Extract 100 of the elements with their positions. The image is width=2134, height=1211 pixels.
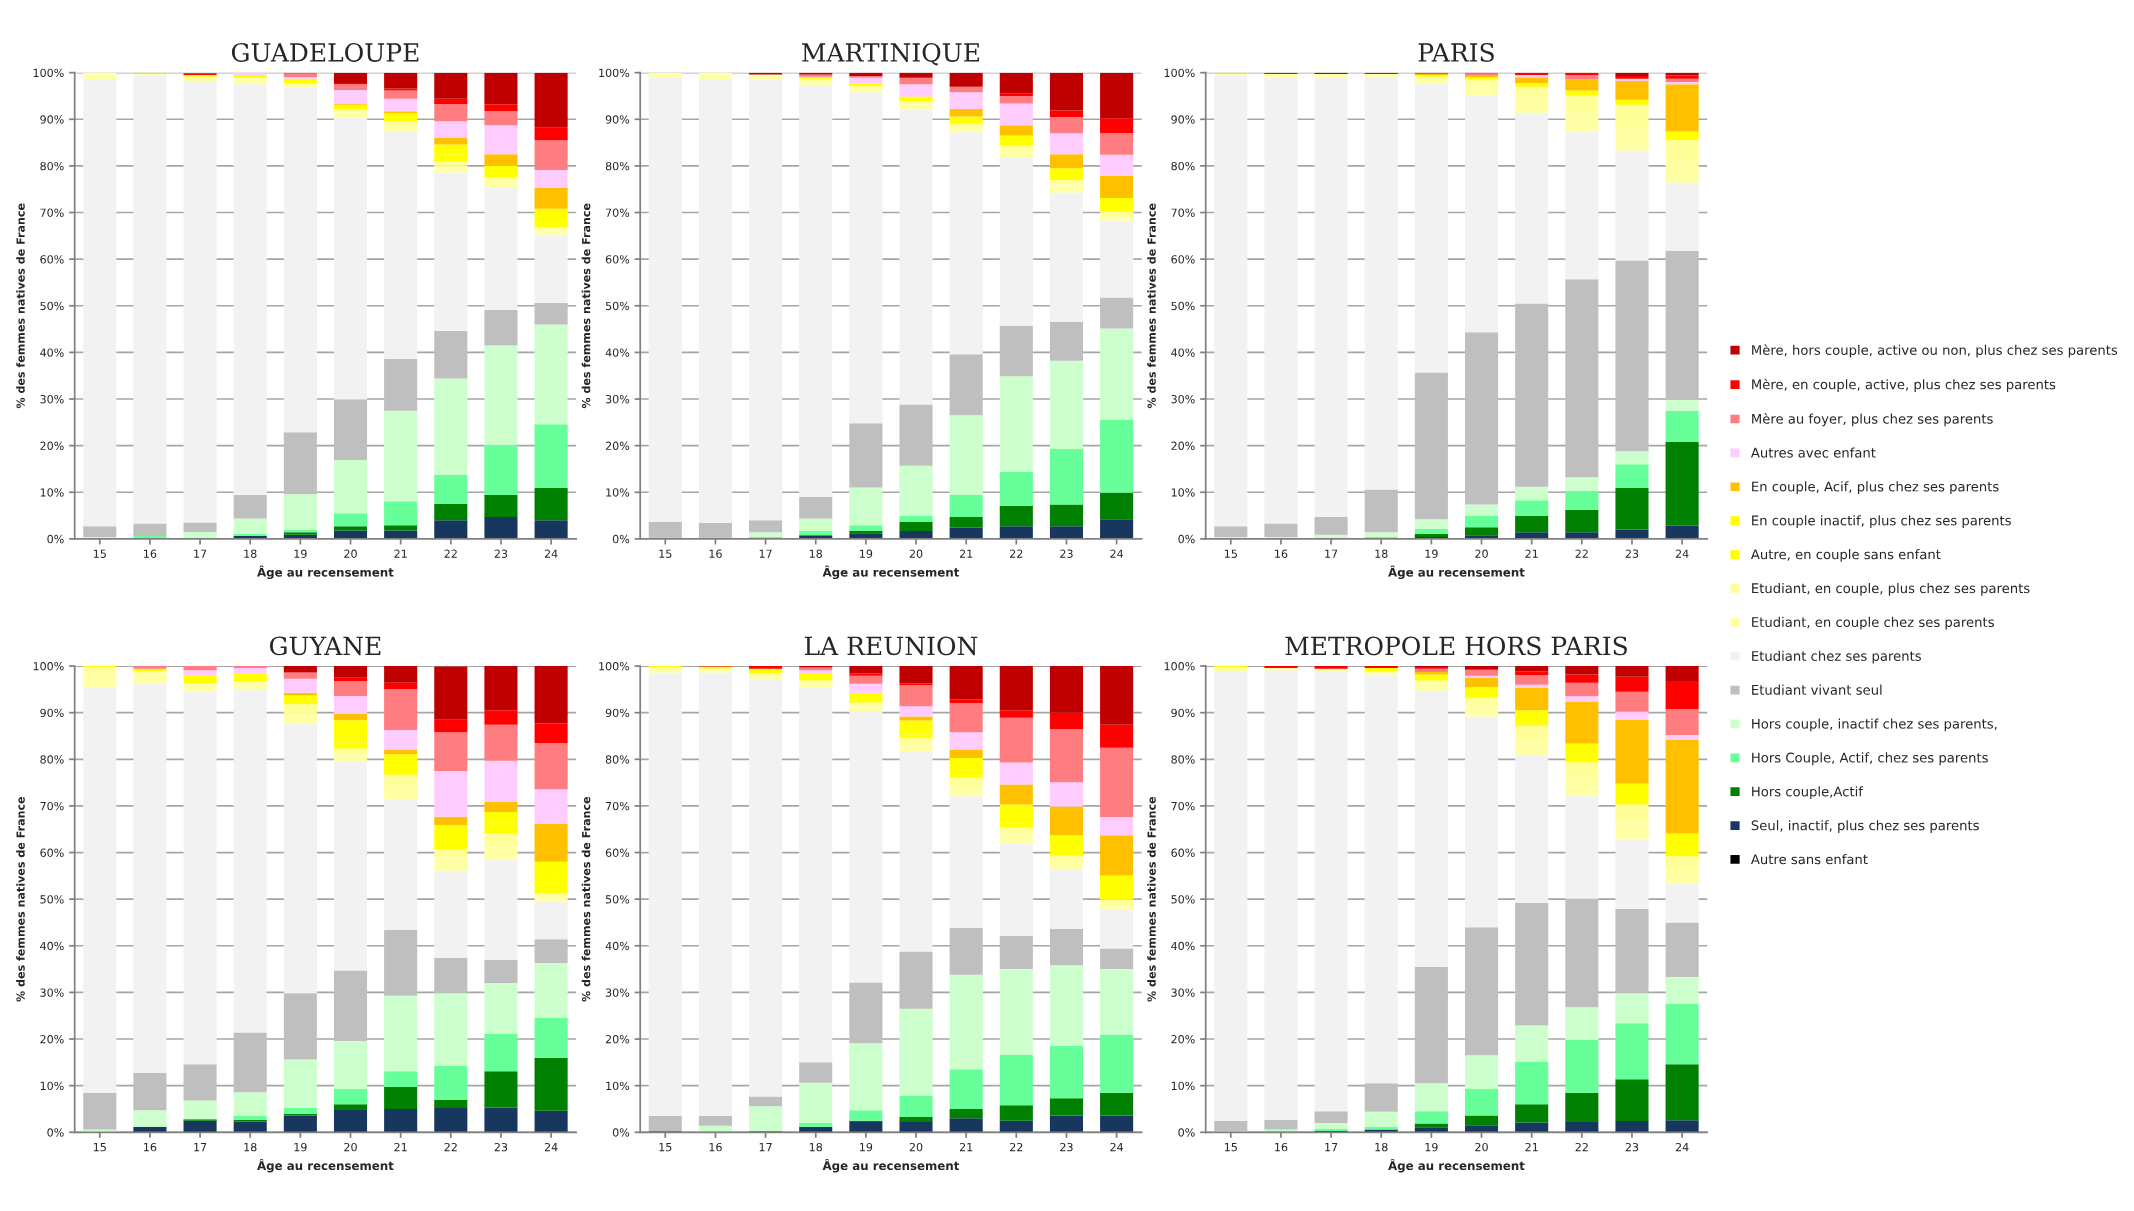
y-tick-label: 60%	[40, 848, 64, 857]
legend-label: Hors couple,Actif	[1752, 786, 1864, 800]
chart-title: METROPOLE HORS PARIS	[1285, 636, 1627, 656]
x-tick-label: 16	[709, 549, 722, 558]
y-tick-label: 100%	[599, 662, 630, 671]
y-tick-label: 0%	[1178, 1128, 1195, 1137]
legend-label: Hors Couple, Actif, chez ses parents	[1752, 752, 1988, 766]
y-tick-label: 80%	[40, 755, 64, 764]
y-tick-label: 90%	[605, 708, 630, 718]
x-axis-title: Âge au recensement	[822, 565, 960, 580]
y-axis-title: % des femmes natives de France	[16, 203, 25, 409]
y-tick-label: 70%	[606, 801, 630, 811]
x-tick-label: 24	[1110, 549, 1124, 558]
y-tick-label: 0%	[612, 534, 630, 544]
x-tick-label: 16	[144, 1142, 157, 1152]
x-axis-title: Âge au recensement	[822, 1159, 960, 1173]
x-tick-label: 22	[444, 1142, 457, 1152]
y-tick-label: 0%	[47, 534, 64, 544]
legend-label: Etudiant chez ses parents	[1752, 650, 1921, 664]
x-tick-label: 20	[909, 549, 923, 558]
x-tick-label: 20	[344, 1142, 357, 1152]
y-tick-label: 0%	[612, 1128, 630, 1137]
y-tick-label: 80%	[1171, 161, 1195, 171]
y-tick-label: 50%	[1171, 301, 1195, 311]
y-tick-label: 40%	[40, 348, 64, 357]
x-tick-label: 18	[244, 1142, 257, 1152]
x-tick-label: 15	[93, 549, 106, 558]
y-tick-label: 30%	[1171, 395, 1195, 404]
x-tick-label: 21	[394, 549, 407, 558]
y-tick-label: 100%	[1164, 662, 1195, 671]
x-tick-label: 24	[544, 549, 558, 558]
y-tick-label: 40%	[40, 941, 64, 951]
y-tick-label: 20%	[1171, 441, 1195, 451]
x-tick-label: 19	[860, 1142, 873, 1152]
x-axis-title: Âge au recensement	[257, 565, 394, 580]
y-tick-label: 10%	[40, 488, 64, 497]
x-tick-label: 18	[809, 1142, 823, 1152]
y-axis-title: % des femmes natives de France	[1147, 203, 1156, 409]
y-tick-label: 30%	[1171, 988, 1195, 997]
y-tick-label: 50%	[605, 301, 630, 311]
y-tick-label: 10%	[1171, 1081, 1195, 1091]
legend-label: Autre, en couple sans enfant	[1750, 549, 1941, 562]
y-tick-label: 100%	[599, 68, 630, 78]
y-tick-label: 100%	[1164, 68, 1195, 78]
chart-title: LA REUNION	[804, 636, 978, 656]
chart-title: GUADELOUPE	[231, 42, 419, 62]
x-tick-label: 17	[1325, 1143, 1338, 1152]
y-tick-label: 10%	[40, 1081, 64, 1091]
x-tick-label: 17	[759, 1143, 772, 1152]
y-tick-label: 90%	[1171, 708, 1195, 718]
x-tick-label: 21	[959, 549, 973, 558]
x-tick-label: 19	[294, 549, 307, 558]
y-axis-title: % des femmes natives de France	[581, 203, 591, 409]
x-tick-label: 16	[709, 1142, 722, 1152]
x-tick-label: 23	[1060, 549, 1073, 558]
y-tick-label: 40%	[1171, 348, 1195, 357]
y-tick-label: 60%	[605, 848, 630, 857]
x-tick-label: 19	[1425, 549, 1438, 558]
x-tick-label: 15	[659, 1143, 672, 1152]
y-tick-label: 40%	[605, 941, 630, 951]
legend-label: Etudiant, en couple, plus chez ses parents	[1752, 582, 2030, 596]
y-tick-label: 80%	[605, 755, 630, 764]
y-tick-label: 20%	[40, 1035, 64, 1044]
y-tick-label: 50%	[40, 895, 64, 904]
y-tick-label: 90%	[605, 115, 630, 124]
chart-title: MARTINIQUE	[802, 42, 980, 66]
x-axis-title: Âge au recensement	[1388, 1159, 1525, 1173]
y-tick-label: 100%	[33, 68, 64, 78]
x-tick-label: 21	[1525, 549, 1538, 558]
y-tick-label: 90%	[40, 708, 64, 718]
x-tick-label: 18	[244, 549, 257, 558]
y-tick-label: 20%	[605, 441, 630, 451]
x-tick-label: 23	[1625, 549, 1639, 558]
x-tick-label: 15	[1224, 1143, 1237, 1152]
y-tick-label: 30%	[40, 988, 64, 997]
y-tick-label: 10%	[606, 1081, 630, 1091]
legend-label: En couple, Acif, plus chez ses parents	[1752, 481, 1999, 495]
y-tick-label: 60%	[40, 255, 64, 264]
x-tick-label: 15	[1224, 549, 1237, 558]
legend-label: Autre sans enfant	[1750, 854, 1868, 865]
y-tick-label: 20%	[1171, 1035, 1195, 1044]
legend-label: Etudiant, en couple chez ses parents	[1752, 616, 1994, 630]
y-tick-label: 20%	[605, 1035, 630, 1044]
y-tick-label: 80%	[1171, 755, 1195, 764]
y-tick-label: 10%	[606, 488, 630, 497]
y-tick-label: 70%	[40, 801, 64, 811]
x-tick-label: 24	[1110, 1142, 1124, 1152]
x-tick-label: 17	[194, 1143, 207, 1152]
y-axis-title: % des femmes natives de France	[581, 796, 591, 1002]
y-tick-label: 60%	[605, 255, 630, 264]
y-tick-label: 60%	[1171, 255, 1195, 264]
y-tick-label: 50%	[1171, 895, 1195, 904]
x-tick-label: 20	[909, 1142, 923, 1152]
x-tick-label: 18	[1375, 549, 1388, 558]
legend-label: Hors couple, inactif chez ses parents,	[1752, 718, 1997, 732]
y-tick-label: 70%	[1171, 801, 1195, 811]
y-tick-label: 0%	[47, 1128, 64, 1137]
x-tick-label: 24	[1675, 1142, 1689, 1152]
y-tick-label: 40%	[1171, 941, 1195, 951]
legend-label: Autres avec enfant	[1750, 447, 1876, 458]
